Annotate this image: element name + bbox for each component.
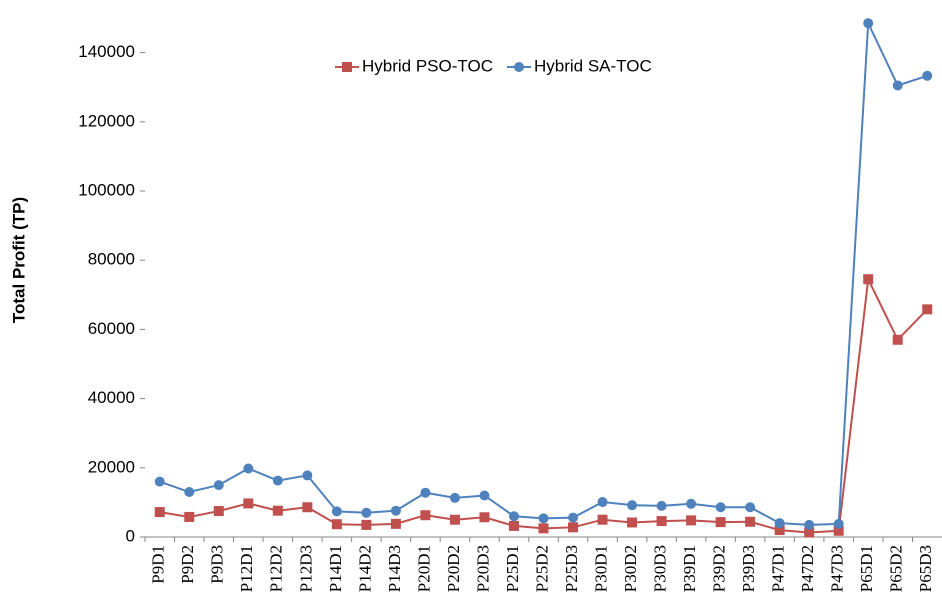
point [568,512,579,523]
point [627,517,638,528]
x-tick-label: P65D2 [887,545,906,592]
point [213,480,224,491]
point [597,514,608,525]
point [479,512,490,523]
x-tick-label: P25D2 [532,545,551,592]
legend-label: Hybrid SA-TOC [534,56,652,75]
x-tick-label: P20D2 [444,545,463,592]
y-tick-label: 60000 [88,319,135,338]
point [892,334,903,345]
x-tick-label: P20D3 [473,545,492,592]
x-tick-label: P9D1 [149,545,168,584]
x-tick-label: P12D3 [296,545,315,592]
point [922,304,933,315]
x-tick-label: P25D3 [562,545,581,592]
point [656,500,667,511]
y-tick-label: 80000 [88,250,135,269]
point [302,470,313,481]
point [243,463,254,474]
point [715,502,726,513]
point [892,80,903,91]
point [597,497,608,508]
y-tick-label: 120000 [78,111,135,130]
point [774,518,785,529]
point [184,511,195,522]
point [715,517,726,528]
point [804,519,815,530]
point [449,492,460,503]
y-tick-label: 20000 [88,457,135,476]
point [508,511,519,522]
point [863,18,874,29]
y-tick-label: 0 [126,526,135,545]
x-tick-label: P9D3 [208,545,227,584]
point [361,507,372,518]
point [184,487,195,498]
x-tick-label: P39D3 [739,545,758,592]
point [508,520,519,531]
point [656,516,667,527]
point [331,519,342,530]
point [390,518,401,529]
y-tick-label: 140000 [78,42,135,61]
point [804,527,815,538]
point [686,498,697,509]
x-tick-label: P14D3 [385,545,404,592]
point [627,500,638,511]
point [863,274,874,285]
x-tick-label: P47D1 [769,545,788,592]
point [390,505,401,516]
x-tick-label: P47D2 [798,545,817,592]
point [686,515,697,526]
point [302,502,313,513]
point [154,476,165,487]
x-tick-label: P47D3 [828,545,847,592]
x-tick-label: P14D2 [355,545,374,592]
x-tick-label: P30D3 [650,545,669,592]
x-tick-label: P9D2 [178,545,197,584]
x-tick-label: P20D1 [414,545,433,592]
point [538,513,549,524]
legend-marker [342,62,352,72]
point [361,519,372,530]
x-tick-label: P25D1 [503,545,522,592]
point [745,516,756,527]
x-tick-label: P30D2 [621,545,640,592]
series-line [159,275,928,534]
point [449,514,460,525]
point [272,505,283,516]
x-tick-label: P14D1 [326,545,345,592]
x-tick-label: P30D1 [591,545,610,592]
point [213,506,224,517]
point [243,498,254,509]
x-tick-label: P12D1 [237,545,256,592]
y-axis-label: Total Profit (TP) [9,197,28,323]
point [272,475,283,486]
x-tick-label: P39D1 [680,545,699,592]
x-tick-label: P65D1 [857,545,876,592]
point [331,506,342,517]
x-tick-label: P65D3 [916,545,935,592]
legend-marker [514,62,524,72]
point [774,525,785,536]
point [833,525,844,536]
point [479,490,490,501]
x-tick-label: P12D2 [267,545,286,592]
point [420,510,431,521]
point [922,70,933,81]
x-tick-label: P39D2 [710,545,729,592]
point [568,522,579,533]
legend-label: Hybrid PSO-TOC [362,56,493,75]
y-tick-label: 100000 [78,180,135,199]
point [154,507,165,518]
point [745,502,756,513]
point [833,518,844,529]
point [420,487,431,498]
y-tick-label: 40000 [88,388,135,407]
point [538,523,549,534]
series-line [159,22,928,526]
